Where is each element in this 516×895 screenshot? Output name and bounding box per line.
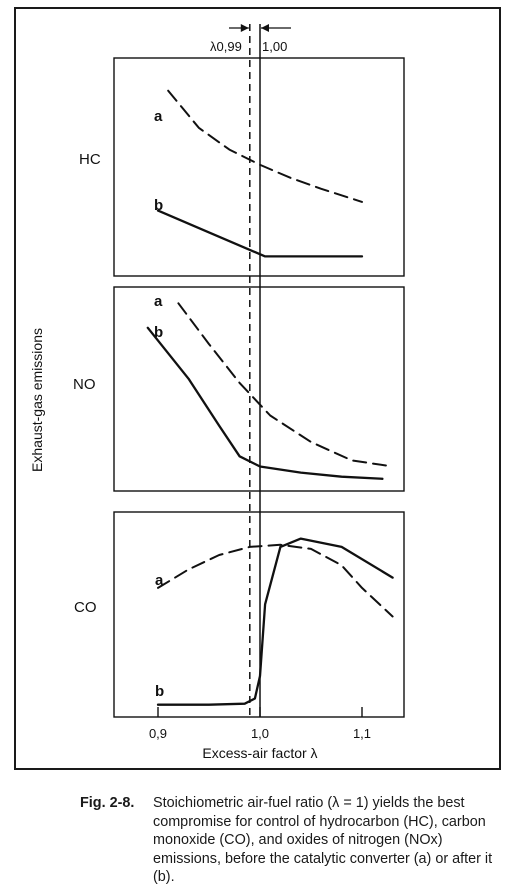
panel-frame-no xyxy=(113,286,405,492)
y-axis-title: Exhaust-gas emissions xyxy=(29,328,45,472)
figure-frame xyxy=(14,7,501,770)
panel-frame-co xyxy=(113,511,405,718)
panel-label-no: NO xyxy=(73,376,96,393)
panel-label-co: CO xyxy=(74,599,97,616)
series-label-co-b: b xyxy=(155,683,164,700)
arrow-100-head xyxy=(261,24,269,32)
series-label-co-a: a xyxy=(155,572,164,589)
series-label-no-a: a xyxy=(154,293,163,310)
series-label-hc-a: a xyxy=(154,108,163,125)
caption-label: Fig. 2-8. xyxy=(80,795,135,811)
curve-hc-b xyxy=(156,209,364,258)
arrow-099-head xyxy=(240,24,249,32)
x-axis-title: Excess-air factor λ xyxy=(202,745,317,761)
lambda-099-label: λ0,99 xyxy=(210,39,242,54)
figure-caption: Fig. 2-8. Stoichiometric air-fuel ratio … xyxy=(80,794,512,887)
curve-co-b xyxy=(156,537,394,706)
caption-text: Stoichiometric air-fuel ratio (λ = 1) yi… xyxy=(153,795,493,886)
x-tick-label-2: 1,1 xyxy=(353,726,371,741)
panel-label-hc: HC xyxy=(79,151,101,168)
curve-hc-a xyxy=(167,89,363,203)
x-tick-label-0: 0,9 xyxy=(149,726,167,741)
x-tick-label-1: 1,0 xyxy=(251,726,269,741)
curve-no-b xyxy=(146,326,384,480)
series-label-no-b: b xyxy=(154,324,163,341)
panel-frame-hc xyxy=(113,57,405,277)
series-label-hc-b: b xyxy=(154,197,163,214)
curve-no-a xyxy=(177,302,394,468)
lambda-100-label: 1,00 xyxy=(262,39,287,54)
curve-co-a xyxy=(157,543,394,618)
